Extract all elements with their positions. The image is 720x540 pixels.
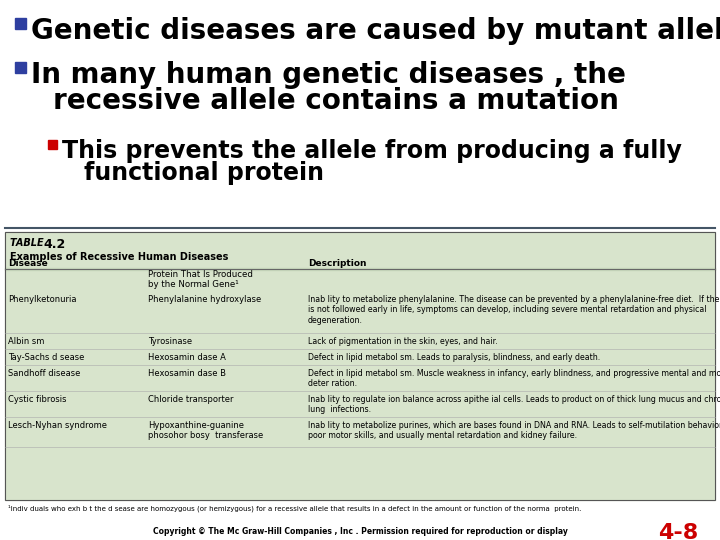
Text: Lesch-Nyhan syndrome: Lesch-Nyhan syndrome	[8, 421, 107, 430]
Text: Phenylalanine hydroxylase: Phenylalanine hydroxylase	[148, 295, 261, 304]
Text: Tay-Sachs d sease: Tay-Sachs d sease	[8, 353, 84, 362]
Bar	[5, 232, 715, 500]
Text: Inab lity to metabolize purines, which are bases found in DNA and RNA. Leads to : Inab lity to metabolize purines, which a…	[308, 421, 720, 441]
Bar	[15, 18, 26, 29]
Text: recessive allele contains a mutation: recessive allele contains a mutation	[53, 87, 619, 115]
Text: Examples of Recessive Human Diseases: Examples of Recessive Human Diseases	[10, 252, 228, 262]
Text: Hypoxanthine-guanine
phosohor bosy  transferase: Hypoxanthine-guanine phosohor bosy trans…	[148, 421, 264, 441]
Bar	[48, 140, 57, 149]
Text: Cystic fibrosis: Cystic fibrosis	[8, 395, 66, 404]
Bar	[5, 268, 715, 270]
Text: Description: Description	[308, 259, 366, 268]
Text: Sandhoff disease: Sandhoff disease	[8, 369, 81, 378]
Text: TABLE: TABLE	[10, 238, 47, 248]
Text: This prevents the allele from producing a fully: This prevents the allele from producing …	[62, 139, 682, 163]
Text: Albin sm: Albin sm	[8, 337, 45, 346]
Text: 4-8: 4-8	[658, 523, 698, 540]
Bar	[15, 62, 26, 73]
Text: Inab lity to regulate ion balance across apithe ial cells. Leads to product on o: Inab lity to regulate ion balance across…	[308, 395, 720, 414]
Text: 4.2: 4.2	[43, 238, 66, 251]
Text: Hexosamin dase A: Hexosamin dase A	[148, 353, 226, 362]
Bar	[5, 232, 715, 500]
Text: Genetic diseases are caused by mutant alleles: Genetic diseases are caused by mutant al…	[31, 17, 720, 45]
Text: Defect in lipid metabol sm. Leads to paralysis, blindness, and early death.: Defect in lipid metabol sm. Leads to par…	[308, 353, 600, 362]
Text: Protein That Is Produced
by the Normal Gene¹: Protein That Is Produced by the Normal G…	[148, 270, 253, 289]
Text: Hexosamin dase B: Hexosamin dase B	[148, 369, 226, 378]
Text: Disease: Disease	[8, 259, 48, 268]
Text: Inab lity to metabolize phenylalanine. The disease can be prevented by a phenyla: Inab lity to metabolize phenylalanine. T…	[308, 295, 720, 325]
Text: Defect in lipid metabol sm. Muscle weakness in infancy, early blindness, and pro: Defect in lipid metabol sm. Muscle weakn…	[308, 369, 720, 388]
Text: Tyrosinase: Tyrosinase	[148, 337, 192, 346]
Text: functional protein: functional protein	[84, 161, 324, 185]
Text: In many human genetic diseases , the: In many human genetic diseases , the	[31, 61, 626, 89]
Text: Lack of pigmentation in the skin, eyes, and hair.: Lack of pigmentation in the skin, eyes, …	[308, 337, 498, 346]
Text: Copyright © The Mc Graw-Hill Companies , Inc . Permission required for reproduct: Copyright © The Mc Graw-Hill Companies ,…	[153, 527, 567, 536]
Text: Chloride transporter: Chloride transporter	[148, 395, 233, 404]
Text: ¹Indiv duals who exh b t the d sease are homozygous (or hemizygous) for a recess: ¹Indiv duals who exh b t the d sease are…	[8, 504, 581, 511]
Text: Phenylketonuria: Phenylketonuria	[8, 295, 76, 304]
